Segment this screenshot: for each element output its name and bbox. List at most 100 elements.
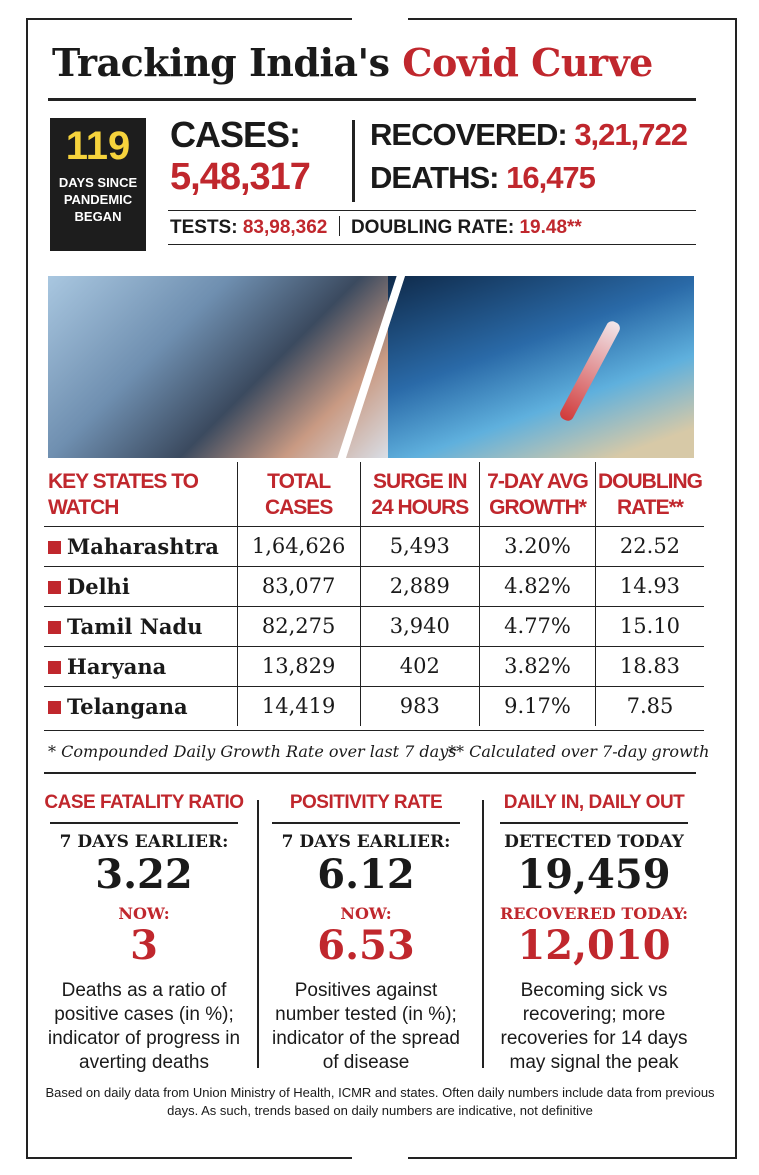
panel-rule	[500, 822, 688, 824]
table-row: Telangana 14,419 983 9.17% 7.85	[44, 685, 704, 726]
surge-cell: 2,889	[359, 565, 480, 606]
state-cell: Telangana	[44, 685, 238, 726]
surge-cell: 983	[359, 685, 480, 726]
tests-row: TESTS: 83,98,362 DOUBLING RATE: 19.48**	[170, 216, 582, 239]
growth-cell: 3.82%	[479, 645, 596, 686]
doubling-value: 19.48**	[519, 217, 582, 238]
frame-gap-top	[352, 14, 408, 24]
state-name: Haryana	[67, 653, 167, 679]
panel-divider-1	[257, 800, 259, 1068]
days-since-badge: 119 DAYS SINCE PANDEMIC BEGAN	[50, 118, 146, 251]
health-worker-photo	[48, 276, 694, 458]
bullet-icon	[48, 540, 61, 554]
frame-gap-bottom	[352, 1150, 408, 1160]
tests-label: TESTS:	[170, 217, 243, 238]
bullet-icon	[48, 580, 61, 594]
panel-earlier-value: 3.22	[95, 851, 193, 898]
state-cell: Maharashtra	[44, 525, 238, 566]
surge-cell: 3,940	[359, 605, 480, 646]
panel-heading: DAILY IN, DAILY OUT	[503, 792, 685, 813]
state-cell: Tamil Nadu	[44, 605, 238, 646]
doubling-cell: 22.52	[594, 525, 704, 566]
photo-right-panel	[388, 276, 694, 458]
panel-now-label: NOW:	[340, 904, 392, 923]
deaths-label: DEATHS:	[370, 160, 507, 195]
doubling-cell: 7.85	[594, 685, 704, 726]
deaths-stat: DEATHS: 16,475	[370, 160, 596, 196]
days-label: DAYS SINCE PANDEMIC BEGAN	[58, 175, 138, 224]
state-name: Delhi	[67, 573, 130, 599]
doubling-cell: 15.10	[594, 605, 704, 646]
source-note: Based on daily data from Union Ministry …	[45, 1085, 715, 1118]
state-name: Telangana	[67, 693, 188, 719]
title-divider	[48, 98, 696, 101]
state-name: Maharashtra	[67, 533, 219, 559]
surge-cell: 5,493	[359, 525, 480, 566]
recovered-stat: RECOVERED: 3,21,722	[370, 117, 688, 153]
title-part-2: Covid Curve	[402, 40, 653, 85]
days-count: 119	[65, 124, 131, 168]
recovered-value: 3,21,722	[574, 117, 688, 152]
daily-in-out-panel: DAILY IN, DAILY OUT DETECTED TODAY 19,45…	[490, 792, 698, 1075]
panel-description: Becoming sick vs recovering; more recove…	[500, 980, 688, 1073]
header-surge: SURGE IN 24 HOURS	[359, 462, 480, 526]
panel-heading: POSITIVITY RATE	[289, 792, 443, 813]
panel-description: Deaths as a ratio of positive cases (in …	[47, 980, 241, 1073]
recovered-label: RECOVERED:	[370, 117, 575, 152]
photo-left-panel	[48, 276, 388, 458]
table-row: Tamil Nadu 82,275 3,940 4.77% 15.10	[44, 605, 704, 646]
positivity-rate-panel: POSITIVITY RATE 7 DAYS EARLIER: 6.12 NOW…	[262, 792, 470, 1075]
cases-label: CASES:	[170, 114, 301, 155]
header-total-cases: TOTAL CASES	[236, 462, 361, 526]
growth-footnote: * Compounded Daily Growth Rate over last…	[48, 742, 457, 761]
growth-cell: 9.17%	[479, 685, 596, 726]
panel-earlier-value: 19,459	[517, 851, 671, 898]
table-header-row: KEY STATES TO WATCH TOTAL CASES SURGE IN…	[44, 462, 704, 526]
surge-cell: 402	[359, 645, 480, 686]
doubling-cell: 14.93	[594, 565, 704, 606]
total-cell: 14,419	[236, 685, 361, 726]
bullet-icon	[48, 620, 61, 634]
footnote-rule	[44, 772, 696, 774]
table-row: Delhi 83,077 2,889 4.82% 14.93	[44, 565, 704, 606]
doubling-footnote: ** Calculated over 7-day growth	[448, 742, 710, 761]
table-row: Haryana 13,829 402 3.82% 18.83	[44, 645, 704, 686]
growth-cell: 3.20%	[479, 525, 596, 566]
panel-now-label: NOW:	[118, 904, 170, 923]
doubling-label: DOUBLING RATE:	[350, 217, 520, 238]
panel-divider-2	[482, 800, 484, 1068]
bullet-icon	[48, 700, 61, 714]
cases-value: 5,48,317	[170, 156, 311, 198]
stats-rule	[168, 210, 696, 211]
total-cell: 83,077	[236, 565, 361, 606]
header-growth: 7-DAY AVG GROWTH*	[479, 462, 596, 526]
page-title: Tracking India's Covid Curve	[52, 40, 712, 88]
key-states-table: KEY STATES TO WATCH TOTAL CASES SURGE IN…	[44, 462, 704, 726]
panel-sub-label: 7 DAYS EARLIER:	[59, 832, 229, 852]
case-fatality-panel: CASE FATALITY RATIO 7 DAYS EARLIER: 3.22…	[40, 792, 248, 1075]
tests-value: 83,98,362	[242, 217, 328, 238]
panel-now-value: 6.53	[317, 922, 415, 969]
doubling-cell: 18.83	[594, 645, 704, 686]
bullet-icon	[48, 660, 61, 674]
state-cell: Delhi	[44, 565, 238, 606]
panel-rule	[50, 822, 238, 824]
total-cell: 82,275	[236, 605, 361, 646]
panel-rule	[272, 822, 460, 824]
panel-sub-label: DETECTED TODAY	[504, 832, 684, 852]
deaths-value: 16,475	[506, 160, 596, 195]
panel-now-value: 12,010	[517, 922, 671, 969]
panel-now-label: RECOVERED TODAY:	[499, 904, 689, 923]
growth-cell: 4.82%	[479, 565, 596, 606]
panel-description: Positives against number tested (in %); …	[271, 980, 460, 1073]
table-row: Maharashtra 1,64,626 5,493 3.20% 22.52	[44, 525, 704, 566]
total-cell: 1,64,626	[236, 525, 361, 566]
table-bottom-rule	[44, 730, 704, 731]
growth-cell: 4.77%	[479, 605, 596, 646]
panel-now-value: 3	[130, 922, 158, 969]
total-cell: 13,829	[236, 645, 361, 686]
state-name: Tamil Nadu	[67, 613, 203, 639]
header-doubling: DOUBLING RATE**	[594, 462, 704, 526]
stats-divider	[352, 120, 355, 202]
state-cell: Haryana	[44, 645, 238, 686]
